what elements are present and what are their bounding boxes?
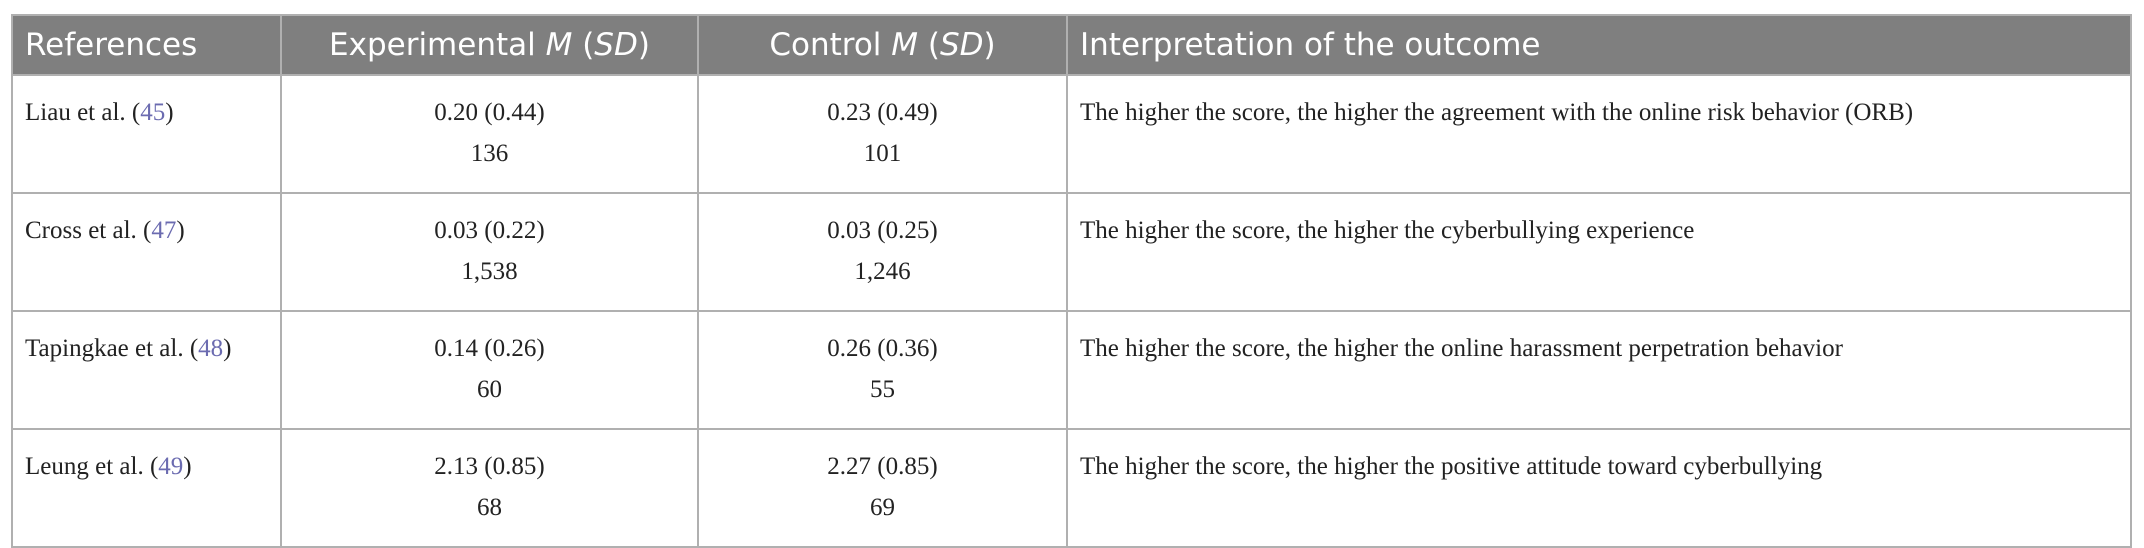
table-row: Tapingkae et al. (48) 0.14 (0.26) 60 0.26 (… [11,310,2132,430]
reference-close: ) [165,99,174,126]
table-row: Liau et al. (45) 0.20 (0.44) 136 0.23 (0.49… [11,74,2132,194]
sample-size: 60 [477,376,502,403]
header-cell: Interpretation of the outcome [1066,14,2132,76]
header-text: M [891,27,919,63]
control-cell: 0.23 (0.49) 101 [697,74,1068,194]
header-text: Interpretation of the outcome [1080,27,1541,63]
reference-author: Tapingkae et al. ( [25,335,199,362]
control-cell: 0.03 (0.25) 1,246 [697,192,1068,312]
header-cell: Control M (SD) [697,14,1068,76]
mean-sd: 0.23 (0.49) [827,99,938,126]
header-cell: References [11,14,282,76]
sample-size: 1,538 [461,258,518,285]
interpretation-cell: The higher the score, the higher the agr… [1066,74,2132,194]
mean-sd: 2.13 (0.85) [434,453,545,480]
reference-link[interactable]: 48 [198,335,224,362]
sample-size: 55 [870,376,895,403]
experimental-cell: 0.14 (0.26) 60 [280,310,699,430]
sample-size: 69 [870,494,895,521]
reference-link[interactable]: 47 [151,217,177,244]
reference-close: ) [183,453,192,480]
control-cell: 2.27 (0.85) 69 [697,428,1068,548]
mean-sd: 0.03 (0.22) [434,217,545,244]
reference-author: Leung et al. ( [25,453,159,480]
reference-close: ) [176,217,185,244]
mean-sd: 0.14 (0.26) [434,335,545,362]
mean-sd: 2.27 (0.85) [827,453,938,480]
reference-close: ) [223,335,232,362]
interpretation-cell: The higher the score, the higher the cyb… [1066,192,2132,312]
reference-author: Cross et al. ( [25,217,152,244]
reference-author: Liau et al. ( [25,99,141,126]
sample-size: 68 [477,494,502,521]
header-text: Control [769,27,892,63]
reference-cell: Tapingkae et al. (48) [11,310,282,430]
header-text: SD [939,27,984,63]
header-text: M [545,27,573,63]
mean-sd: 0.26 (0.36) [827,335,938,362]
table-row: Cross et al. (47) 0.03 (0.22) 1,538 0.03 (0… [11,192,2132,312]
reference-link[interactable]: 45 [140,99,166,126]
sample-size: 101 [863,140,902,167]
reference-cell: Liau et al. (45) [11,74,282,194]
experimental-cell: 0.20 (0.44) 136 [280,74,699,194]
reference-cell: Cross et al. (47) [11,192,282,312]
reference-cell: Leung et al. (49) [11,428,282,548]
header-text: Experimental [329,27,546,63]
interpretation-cell: The higher the score, the higher the pos… [1066,428,2132,548]
mean-sd: 0.20 (0.44) [434,99,545,126]
header-text: References [25,27,198,63]
page: References Experimental M (SD) Control M (… [11,14,2132,548]
header-row: References Experimental M (SD) Control M (… [11,14,2132,76]
experimental-cell: 0.03 (0.22) 1,538 [280,192,699,312]
experimental-cell: 2.13 (0.85) 68 [280,428,699,548]
interpretation-cell: The higher the score, the higher the onl… [1066,310,2132,430]
header-text: ) [983,27,996,63]
header-text: ) [637,27,650,63]
header-text: SD [594,27,638,63]
data-table: References Experimental M (SD) Control M (… [11,14,2132,548]
control-cell: 0.26 (0.36) 55 [697,310,1068,430]
table-body: Liau et al. (45) 0.20 (0.44) 136 0.23 (0.49… [11,74,2132,548]
sample-size: 136 [470,140,509,167]
header-text: ( [572,27,595,63]
mean-sd: 0.03 (0.25) [827,217,938,244]
sample-size: 1,246 [854,258,911,285]
table-row: Leung et al. (49) 2.13 (0.85) 68 2.27 (0.85… [11,428,2132,548]
header-cell: Experimental M (SD) [280,14,699,76]
reference-link[interactable]: 49 [158,453,184,480]
header-text: ( [918,27,940,63]
